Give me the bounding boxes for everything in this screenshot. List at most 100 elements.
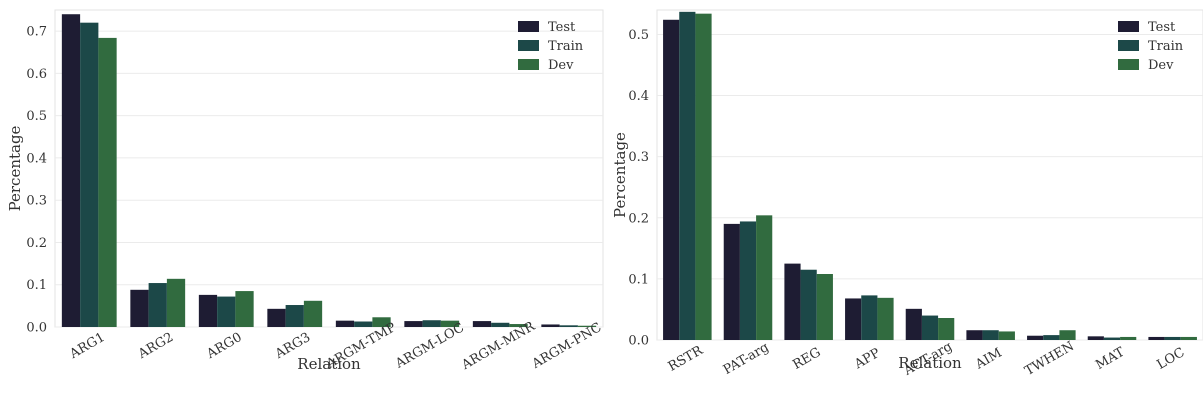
legend-entry: Train — [1148, 39, 1184, 54]
x-axis-label: Relation — [297, 355, 361, 373]
bar-dev-arg1 — [98, 37, 117, 328]
y-axis-label: Percentage — [611, 132, 629, 218]
legend-swatch — [518, 59, 539, 70]
x-tick-label: ARG2 — [135, 330, 176, 362]
bar-train-argm-mnr — [491, 322, 510, 327]
legend-swatch — [518, 21, 539, 32]
x-tick-label: APP — [851, 346, 883, 373]
x-tick-label: REG — [790, 345, 823, 373]
bar-train-twhen — [1043, 335, 1060, 340]
bar-train-reg — [800, 269, 817, 340]
bar-test-arg0 — [198, 294, 218, 327]
legend-entry: Test — [1148, 20, 1176, 35]
bar-dev-act-arg — [938, 318, 955, 340]
y-tick-label: 0.2 — [26, 236, 47, 251]
y-tick-label: 0.2 — [628, 211, 649, 226]
bar-dev-argm-mnr — [509, 324, 528, 327]
bar-dev-argm-loc — [440, 320, 460, 327]
x-axis-label: Relation — [898, 354, 962, 372]
y-tick-label: 0.1 — [26, 278, 47, 293]
bar-train-loc — [1164, 336, 1181, 340]
x-tick-label: ARG1 — [66, 330, 107, 362]
x-tick-label: TWHEN — [1022, 339, 1076, 379]
bar-train-arg0 — [217, 296, 236, 327]
y-tick-label: 0.3 — [628, 150, 649, 165]
bar-dev-arg0 — [235, 291, 254, 327]
bar-dev-mat — [1120, 336, 1137, 340]
y-tick-label: 0.5 — [26, 109, 47, 124]
bar-test-arg1 — [61, 14, 81, 328]
bar-test-rstr — [663, 19, 680, 341]
legend-swatch — [518, 40, 539, 51]
legend-swatch — [1118, 59, 1139, 70]
bar-train-app — [861, 295, 878, 340]
bar-dev-rstr — [695, 13, 712, 341]
bar-train-act-arg — [921, 315, 939, 340]
bar-test-argm-tmp — [335, 320, 355, 327]
y-tick-label: 0.3 — [26, 194, 47, 209]
bar-test-pat-arg — [723, 223, 740, 340]
bar-train-rstr — [679, 11, 696, 340]
bar-train-argm-pnc — [559, 325, 578, 327]
bar-train-argm-tmp — [354, 321, 373, 327]
bar-dev-argm-tmp — [372, 317, 391, 327]
bar-dev-app — [877, 297, 894, 340]
x-tick-label: ARGM-LOC — [392, 320, 467, 372]
x-tick-label: ARG0 — [203, 330, 244, 362]
y-tick-label: 0.0 — [628, 334, 649, 349]
y-tick-label: 0.5 — [628, 28, 649, 43]
legend-swatch — [1118, 21, 1139, 32]
bar-dev-aim — [998, 331, 1015, 340]
legend-swatch — [1118, 40, 1139, 51]
bar-dev-argm-pnc — [577, 325, 597, 327]
plot-area — [54, 9, 604, 328]
bar-test-mat — [1087, 336, 1104, 340]
legend-entry: Dev — [548, 58, 574, 73]
x-tick-label: RSTR — [666, 343, 707, 375]
x-tick-label: LOC — [1155, 345, 1188, 373]
bar-dev-twhen — [1059, 330, 1076, 340]
bar-test-twhen — [1027, 335, 1044, 340]
y-axis-label: Percentage — [6, 125, 24, 211]
y-tick-label: 0.0 — [26, 321, 47, 336]
bar-test-argm-pnc — [541, 324, 560, 327]
bar-test-act-arg — [905, 308, 922, 340]
bar-train-arg1 — [80, 22, 99, 328]
legend: Test Train Dev — [1118, 20, 1184, 73]
y-tick-label: 0.4 — [26, 151, 47, 166]
bar-test-aim — [966, 330, 983, 340]
x-tick-label: AIM — [972, 346, 1004, 373]
y-tick-label: 0.4 — [628, 89, 649, 104]
legend-entry: Dev — [1148, 58, 1174, 73]
y-tick-label: 0.1 — [628, 272, 649, 287]
x-tick-label: MAT — [1093, 345, 1127, 373]
bar-dev-arg2 — [166, 278, 186, 327]
bar-test-argm-mnr — [472, 321, 492, 327]
bar-test-arg3 — [267, 308, 286, 327]
legend-entry: Test — [548, 20, 576, 35]
bar-test-argm-loc — [404, 321, 423, 327]
bar-dev-loc — [1180, 336, 1197, 340]
x-tick-label: PAT-arg — [721, 340, 772, 378]
bar-dev-pat-arg — [756, 215, 773, 340]
y-tick-label: 0.6 — [26, 67, 47, 82]
bar-dev-reg — [816, 274, 833, 340]
bar-test-loc — [1148, 336, 1165, 340]
legend-entry: Train — [548, 39, 584, 54]
bar-train-argm-loc — [422, 320, 441, 327]
bar-train-arg3 — [285, 305, 304, 327]
bar-dev-arg3 — [303, 300, 323, 327]
x-tick-label: ARGM-PNC — [529, 320, 604, 372]
legend: Test Train Dev — [518, 20, 584, 73]
bar-train-pat-arg — [739, 221, 757, 340]
bar-test-arg2 — [130, 289, 149, 327]
bar-test-reg — [784, 263, 801, 340]
bar-train-aim — [982, 330, 999, 340]
bar-train-mat — [1103, 337, 1121, 340]
y-tick-label: 0.7 — [26, 25, 47, 40]
bar-test-app — [845, 298, 862, 340]
bar-train-arg2 — [148, 283, 167, 327]
